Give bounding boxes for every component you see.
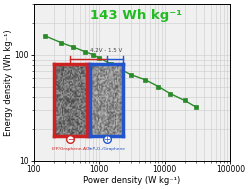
Text: −: −: [67, 135, 74, 144]
Text: 143 Wh kg⁻¹: 143 Wh kg⁻¹: [90, 9, 182, 22]
Y-axis label: Energy density (Wh kg⁻¹): Energy density (Wh kg⁻¹): [4, 29, 13, 136]
Text: +: +: [103, 135, 110, 144]
Text: 4.2V - 1.5 V: 4.2V - 1.5 V: [90, 48, 123, 53]
Text: SnP₂O₇/Graphene: SnP₂O₇/Graphene: [88, 146, 125, 150]
X-axis label: Power density (W kg⁻¹): Power density (W kg⁻¹): [83, 176, 181, 185]
Text: LFP/Graphene-AC: LFP/Graphene-AC: [51, 146, 89, 150]
